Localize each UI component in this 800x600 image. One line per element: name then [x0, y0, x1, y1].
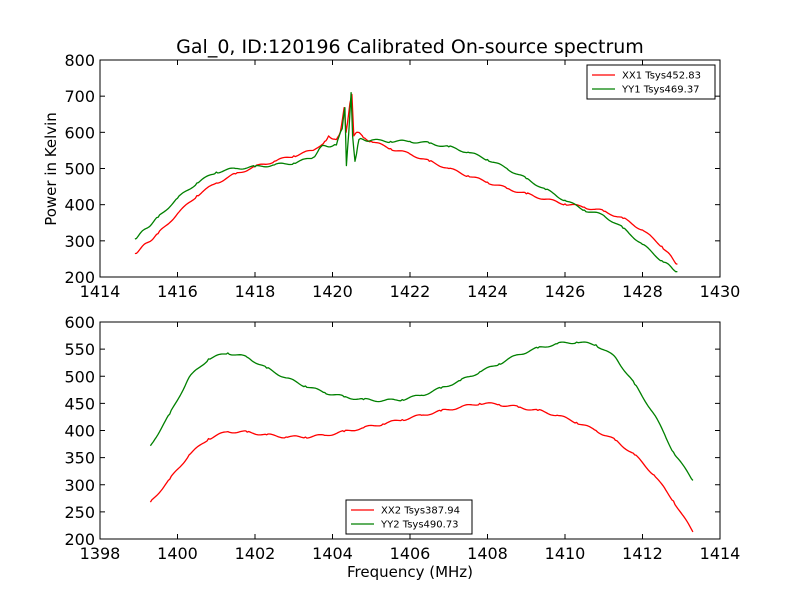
x-tick-label: 1426	[545, 282, 586, 301]
y-tick-label: 350	[64, 449, 95, 468]
y-tick-label: 300	[64, 476, 95, 495]
legend-box	[345, 499, 473, 535]
legend-box	[586, 64, 716, 100]
legend-label: YY1 Tsys469.37	[621, 85, 700, 96]
top-plot: 1414 1416 1418 1420 1422 1424 1426 1428 1430 200 3…	[64, 51, 740, 301]
y-tick-label: 200	[64, 530, 95, 549]
x-tick-label: 1422	[390, 282, 431, 301]
y-tick-label: 300	[64, 232, 95, 251]
x-tick-label: 1416	[157, 282, 198, 301]
y-tick-label: 550	[64, 340, 95, 359]
x-tick-label: 1428	[622, 282, 663, 301]
y-tick-label: 500	[64, 367, 95, 386]
x-tick-label: 1406	[390, 544, 431, 563]
x-tick-label: 1404	[312, 544, 353, 563]
series-line-2-1	[149, 402, 694, 533]
y-tick-label: 700	[64, 87, 95, 106]
y-tick-label: 600	[64, 313, 95, 332]
x-tick-label: 1400	[157, 544, 198, 563]
y-tick-label: 500	[64, 160, 95, 179]
series-line-2-2	[149, 341, 694, 481]
x-tick-label: 1424	[467, 282, 508, 301]
x-tick-label: 1414	[80, 282, 121, 301]
y-tick-label: 400	[64, 196, 95, 215]
x-tick-label: 1412	[622, 544, 663, 563]
x-axis-label: Frequency (MHz)	[347, 563, 473, 581]
y-tick-label: 800	[64, 51, 95, 70]
y-tick-label: 200	[64, 268, 95, 287]
x-tick-label: 1398	[80, 544, 121, 563]
y-tick-label: 600	[64, 123, 95, 142]
series-line-1-2	[134, 91, 678, 273]
x-tick-label: 1420	[312, 282, 353, 301]
x-tick-label: 1414	[700, 544, 741, 563]
legend: XX2 Tsys387.94 YY2 Tsys490.73	[345, 499, 473, 535]
y-tick-label: 400	[64, 422, 95, 441]
x-tick-label: 1418	[235, 282, 276, 301]
y-axis-label: Power in Kelvin	[42, 112, 60, 226]
x-tick-label: 1410	[545, 544, 586, 563]
series-line-1-1	[134, 93, 678, 265]
legend-label: XX1 Tsys452.83	[622, 71, 701, 82]
x-tick-label: 1402	[235, 544, 276, 563]
bottom-plot: 1398 1400 1402 1404 1406 1408 1410 1412 1414 200 2…	[64, 313, 740, 563]
chart-title: Gal_0, ID:120196 Calibrated On-source sp…	[176, 36, 644, 58]
x-tick-label: 1430	[700, 282, 741, 301]
y-tick-label: 450	[64, 394, 95, 413]
legend-label: XX2 Tsys387.94	[381, 506, 460, 517]
legend: XX1 Tsys452.83 YY1 Tsys469.37	[586, 64, 716, 100]
y-tick-label: 250	[64, 503, 95, 522]
x-tick-label: 1408	[467, 544, 508, 563]
legend-label: YY2 Tsys490.73	[380, 520, 459, 531]
